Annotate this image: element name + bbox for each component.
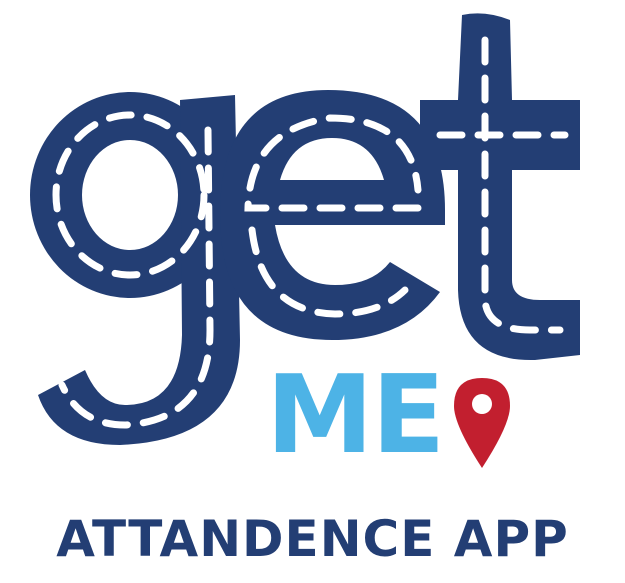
get-road-wordmark [30,13,580,468]
map-pin-icon [454,378,510,468]
letter-e [220,90,445,340]
app-title: ATTANDENCE APP [56,510,569,568]
letter-g [30,92,240,445]
letter-t [420,13,580,361]
me-mark: ME [266,353,445,478]
